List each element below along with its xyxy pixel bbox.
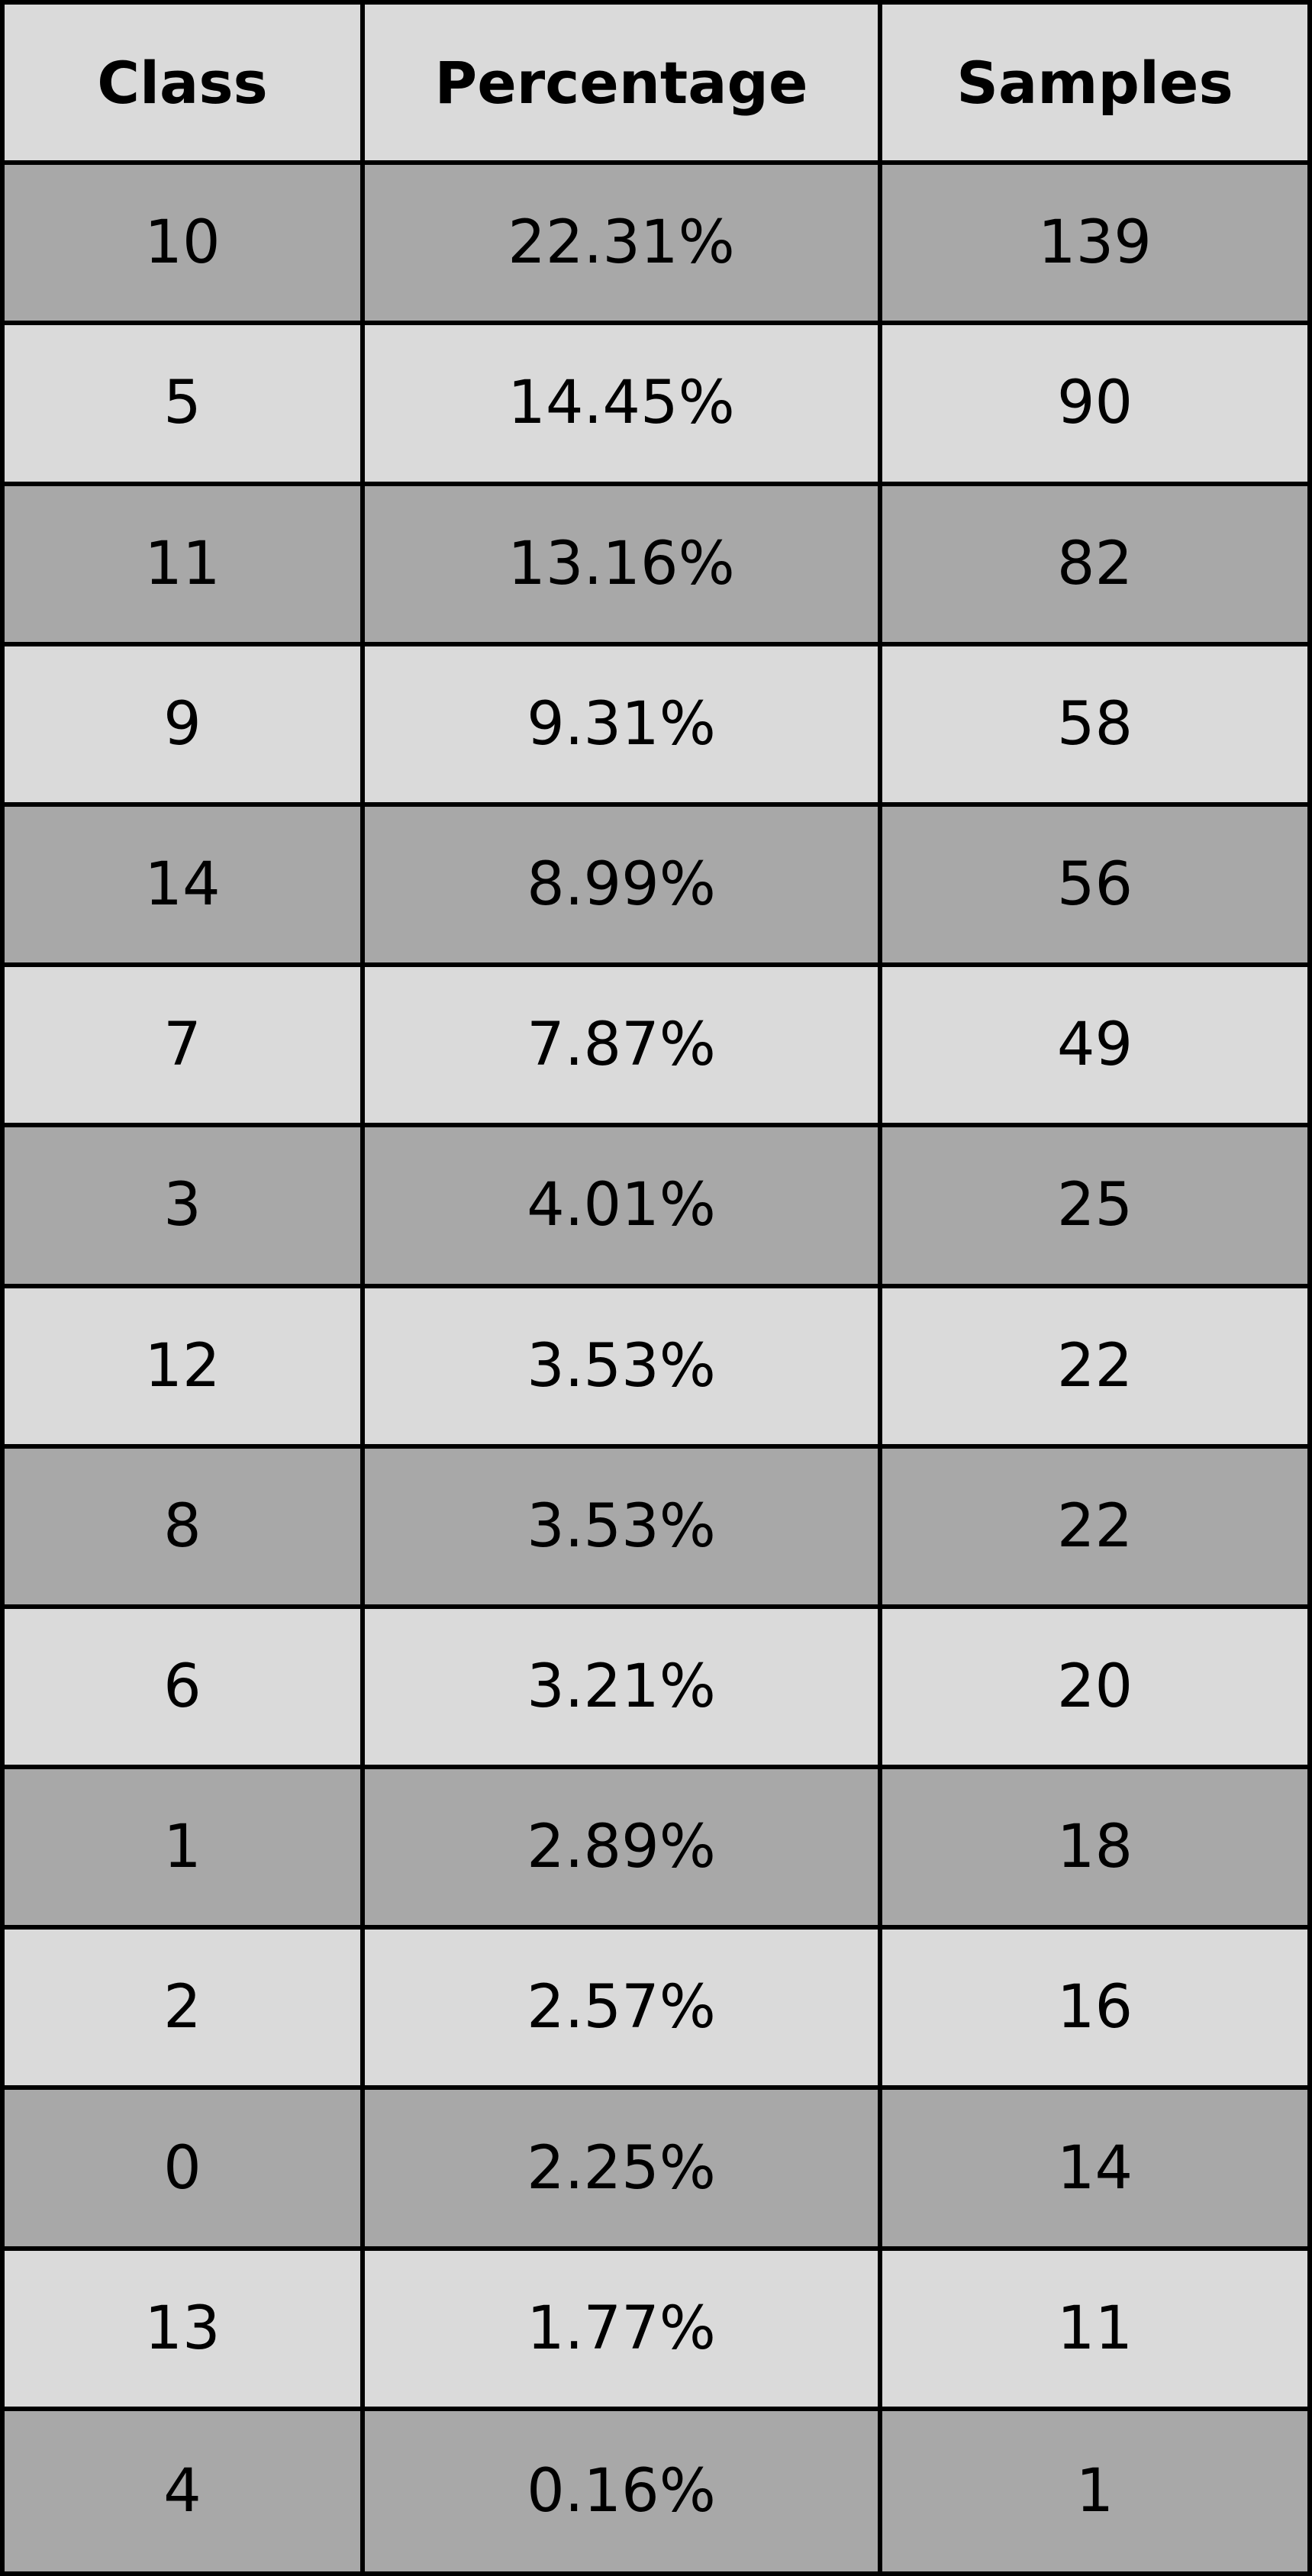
cell-class: 10 — [5, 165, 365, 326]
cell-percentage: 2.25% — [365, 2090, 882, 2251]
cell-percentage: 3.53% — [365, 1448, 882, 1609]
cell-percentage: 3.21% — [365, 1608, 882, 1770]
cell-class: 3 — [5, 1127, 365, 1288]
cell-samples: 1 — [882, 2410, 1307, 2571]
cell-percentage: 22.31% — [365, 165, 882, 326]
cell-class: 5 — [5, 325, 365, 486]
cell-class: 9 — [5, 646, 365, 807]
cell-percentage: 4.01% — [365, 1127, 882, 1288]
cell-samples: 11 — [882, 2250, 1307, 2411]
cell-class: 6 — [5, 1608, 365, 1770]
cell-percentage: 14.45% — [365, 325, 882, 486]
header-percentage: Percentage — [365, 5, 882, 166]
cell-class: 1 — [5, 1769, 365, 1930]
cell-percentage: 2.57% — [365, 1930, 882, 2091]
header-samples: Samples — [882, 5, 1307, 166]
cell-samples: 14 — [882, 2090, 1307, 2251]
cell-samples: 16 — [882, 1930, 1307, 2091]
cell-samples: 82 — [882, 485, 1307, 646]
cell-samples: 22 — [882, 1448, 1307, 1609]
cell-percentage: 7.87% — [365, 967, 882, 1128]
cell-samples: 49 — [882, 967, 1307, 1128]
cell-samples: 56 — [882, 806, 1307, 968]
cell-samples: 90 — [882, 325, 1307, 486]
cell-percentage: 3.53% — [365, 1288, 882, 1449]
cell-percentage: 1.77% — [365, 2250, 882, 2411]
cell-percentage: 0.16% — [365, 2410, 882, 2571]
cell-class: 2 — [5, 1930, 365, 2091]
cell-percentage: 9.31% — [365, 646, 882, 807]
cell-class: 11 — [5, 485, 365, 646]
cell-samples: 18 — [882, 1769, 1307, 1930]
header-class: Class — [5, 5, 365, 166]
cell-samples: 139 — [882, 165, 1307, 326]
cell-class: 7 — [5, 967, 365, 1128]
cell-class: 8 — [5, 1448, 365, 1609]
cell-percentage: 2.89% — [365, 1769, 882, 1930]
cell-class: 12 — [5, 1288, 365, 1449]
cell-samples: 22 — [882, 1288, 1307, 1449]
cell-percentage: 13.16% — [365, 485, 882, 646]
cell-class: 14 — [5, 806, 365, 968]
cell-class: 0 — [5, 2090, 365, 2251]
cell-samples: 20 — [882, 1608, 1307, 1770]
cell-samples: 58 — [882, 646, 1307, 807]
cell-class: 13 — [5, 2250, 365, 2411]
cell-percentage: 8.99% — [365, 806, 882, 968]
cell-samples: 25 — [882, 1127, 1307, 1288]
cell-class: 4 — [5, 2410, 365, 2571]
